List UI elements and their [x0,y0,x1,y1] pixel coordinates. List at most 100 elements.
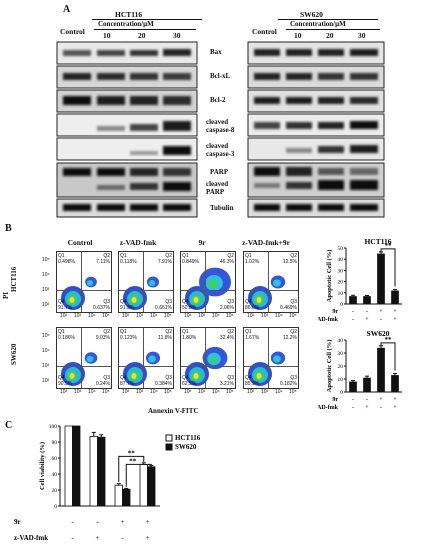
bar [377,253,385,304]
flow-x-tick: 10⁴ [275,389,283,395]
flow-plot: Q1 Q2 0.118% 7.91% Q4 Q3 91.3% 0.661% [118,251,174,313]
flow-plot: Q1 Q2 0.123% 11.8% Q4 Q3 87.7% 0.384% [118,327,174,389]
treatment-mark: - [352,316,354,323]
flow-x-tick: 10⁵ [102,389,110,395]
y-axis-label: Apoptotic Cell (%) [326,250,333,303]
flow-density [148,279,156,287]
quadrant-name: Q1 [245,253,252,259]
quadrant-value-ll: 50.8% [182,305,197,311]
quadrant-name: Q2 [103,253,110,259]
quadrant-value-ll: 62.5% [182,381,197,387]
hct116-dose-20: 20 [138,31,146,40]
flow-col-9r: 9r [198,238,206,247]
flow-x-axis-label: Annexin V-FITC [148,407,199,415]
treatment-mark: - [366,396,368,403]
quadrant-name: Q3 [103,299,110,305]
flow-density [273,279,281,287]
flow-y-tick: 10² [42,378,50,384]
flow-x-tick: 10³ [74,313,82,319]
significance-bracket [380,248,396,287]
quadrant-value-ll: 91.3% [120,305,135,311]
quadrant-value-ll: 91.7% [58,305,73,311]
flow-density [69,297,75,303]
quadrant-name: Q3 [227,375,234,381]
quadrant-value-ur: 11.8% [158,335,172,341]
quadrant-value-ur: 46.3% [219,259,234,265]
flow-plot: Q1 Q2 1.80% 32.4% Q4 Q3 62.5% 3.21% [180,327,236,389]
quadrant-value-ur: 12.5% [282,259,297,265]
y-tick-label: 60 [52,456,58,462]
flow-density [193,373,199,379]
flow-density [131,373,137,379]
flow-y-tick: 10³ [42,363,50,369]
hct116-header-line [92,19,202,20]
quadrant-name: Q4 [58,375,65,381]
quadrant-name: Q4 [182,299,189,305]
flow-col-zvad-9r: z-VAD-fmk+9r [242,238,290,247]
treatment-mark: + [379,396,383,403]
sw620-dose-30: 30 [358,31,366,40]
protein-label-parp: PARP [210,168,229,176]
flow-x-tick: 10³ [198,389,206,395]
quadrant-name: Q2 [227,253,234,259]
protein-label-cleaved-caspase-8: cleaved caspase-8 [206,118,235,134]
western-blot-panels [56,41,385,218]
quadrant-name: Q1 [245,329,252,335]
hct116-header: HCT116 [115,10,143,19]
flow-x-tick: 10² [247,389,255,395]
treatment-mark: - [380,404,382,411]
significance-bracket [118,455,145,482]
quadrant-name: Q1 [120,329,127,335]
flow-x-tick: 10⁴ [275,313,283,319]
quadrant-value-ur: 12.2% [282,335,297,341]
quadrant-name: Q3 [103,375,110,381]
y-tick-label: 10 [338,291,344,297]
quadrant-value-ll: 85.9% [245,381,260,387]
quadrant-value-ll: 86.0% [245,305,260,311]
quadrant-name: Q1 [182,253,189,259]
quadrant-name: Q4 [58,299,65,305]
quadrant-name: Q2 [165,329,172,335]
flow-x-tick: 10⁵ [164,313,172,319]
y-tick-label: 20 [338,364,344,370]
flow-x-tick: 10² [184,389,192,395]
flow-row-sw620: SW620 [10,343,18,365]
y-tick-label: 0 [340,390,343,396]
y-tick-label: 20 [52,488,58,494]
hct116-dose-30: 30 [173,31,181,40]
flow-density [131,297,137,303]
quadrant-value-ur: 7.11% [96,259,110,265]
quadrant-value-lr: 0.661% [155,305,172,311]
treatment-row-label: z-VAD-fmk [318,405,339,411]
hct116-apoptosis-chart: HCT116 0 10 20 30 40 50 Apoptotic Cell (%) ** 9r -… [318,237,402,323]
quadrant-value-ul: 0.849% [182,259,199,265]
bar [377,347,385,392]
y-tick-label: 10 [338,377,344,383]
bar-sw620 [72,425,81,507]
quadrant-name: Q1 [182,329,189,335]
legend-label: HCT116 [175,434,201,442]
y-axis-label: Apoptotic Cell (%) [326,340,333,393]
sw620-blots [247,41,385,218]
flow-density [148,355,156,363]
sw620-header: SW620 [300,10,323,19]
treatment-row-label: 9r [332,309,338,315]
flow-x-tick: 10⁵ [289,313,297,319]
significance-label: ** [128,449,136,457]
quadrant-value-lr: 3.21% [219,381,234,387]
quadrant-value-lr: 0.384% [155,381,172,387]
treatment-mark: + [365,316,369,323]
quadrant-name: Q4 [182,375,189,381]
y-tick-label: 30 [338,351,344,357]
quadrant-value-ur: 9.03% [95,335,110,341]
flow-density [273,355,281,363]
treatment-mark: + [393,396,397,403]
flow-x-tick: 10⁴ [88,313,96,319]
chart-title: HCT116 [364,237,391,246]
quadrant-value-lr: 0.469% [280,305,297,311]
flow-x-tick: 10³ [198,313,206,319]
flow-plot: Q1 Q2 1.67% 12.2% Q4 Q3 85.9% 0.182% [243,327,299,389]
treatment-mark: + [146,518,150,526]
significance-bracket [125,463,152,487]
